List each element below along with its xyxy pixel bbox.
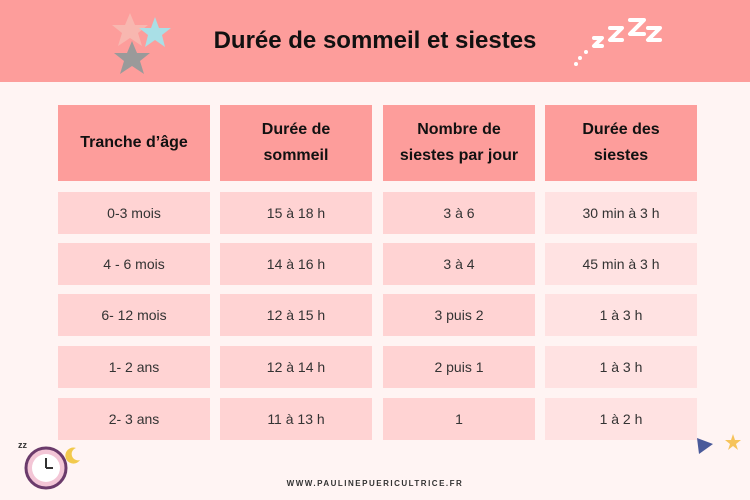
table-cell: 1 à 3 h [545, 294, 697, 336]
table-cell: 1 à 2 h [545, 398, 697, 440]
column-header: Tranche d’âge [58, 105, 210, 181]
zzz-icon [574, 18, 662, 66]
column-header: Durée des siestes [545, 105, 697, 181]
table-cell: 30 min à 3 h [545, 192, 697, 234]
title: Durée de sommeil et siestes [213, 27, 537, 54]
footer-url: WWW.PAULINEPUERICULTRICE.FR [286, 479, 464, 488]
svg-text:zz: zz [18, 440, 28, 450]
table-cell: 1- 2 ans [58, 346, 210, 388]
table-cell: 2 puis 1 [383, 346, 535, 388]
table-cell: 1 à 3 h [545, 346, 697, 388]
table-cell: 6- 12 mois [58, 294, 210, 336]
stars-icon [112, 13, 171, 74]
column-header: Nombre de siestes par jour [383, 105, 535, 181]
table-cell: 45 min à 3 h [545, 243, 697, 285]
table-cell: 3 à 6 [383, 192, 535, 234]
table-cell: 3 à 4 [383, 243, 535, 285]
column-header: Durée de sommeil [220, 105, 372, 181]
table-cell: 12 à 14 h [220, 346, 372, 388]
clock-icon: zz [18, 440, 80, 490]
table-cell: 1 [383, 398, 535, 440]
table-cell: 3 puis 2 [383, 294, 535, 336]
table-cell: 0-3 mois [58, 192, 210, 234]
table-cell: 14 à 16 h [220, 243, 372, 285]
table-cell: 11 à 13 h [220, 398, 372, 440]
moon-icon [682, 434, 741, 490]
table-cell: 2- 3 ans [58, 398, 210, 440]
table-cell: 15 à 18 h [220, 192, 372, 234]
table-cell: 4 - 6 mois [58, 243, 210, 285]
table-cell: 12 à 15 h [220, 294, 372, 336]
